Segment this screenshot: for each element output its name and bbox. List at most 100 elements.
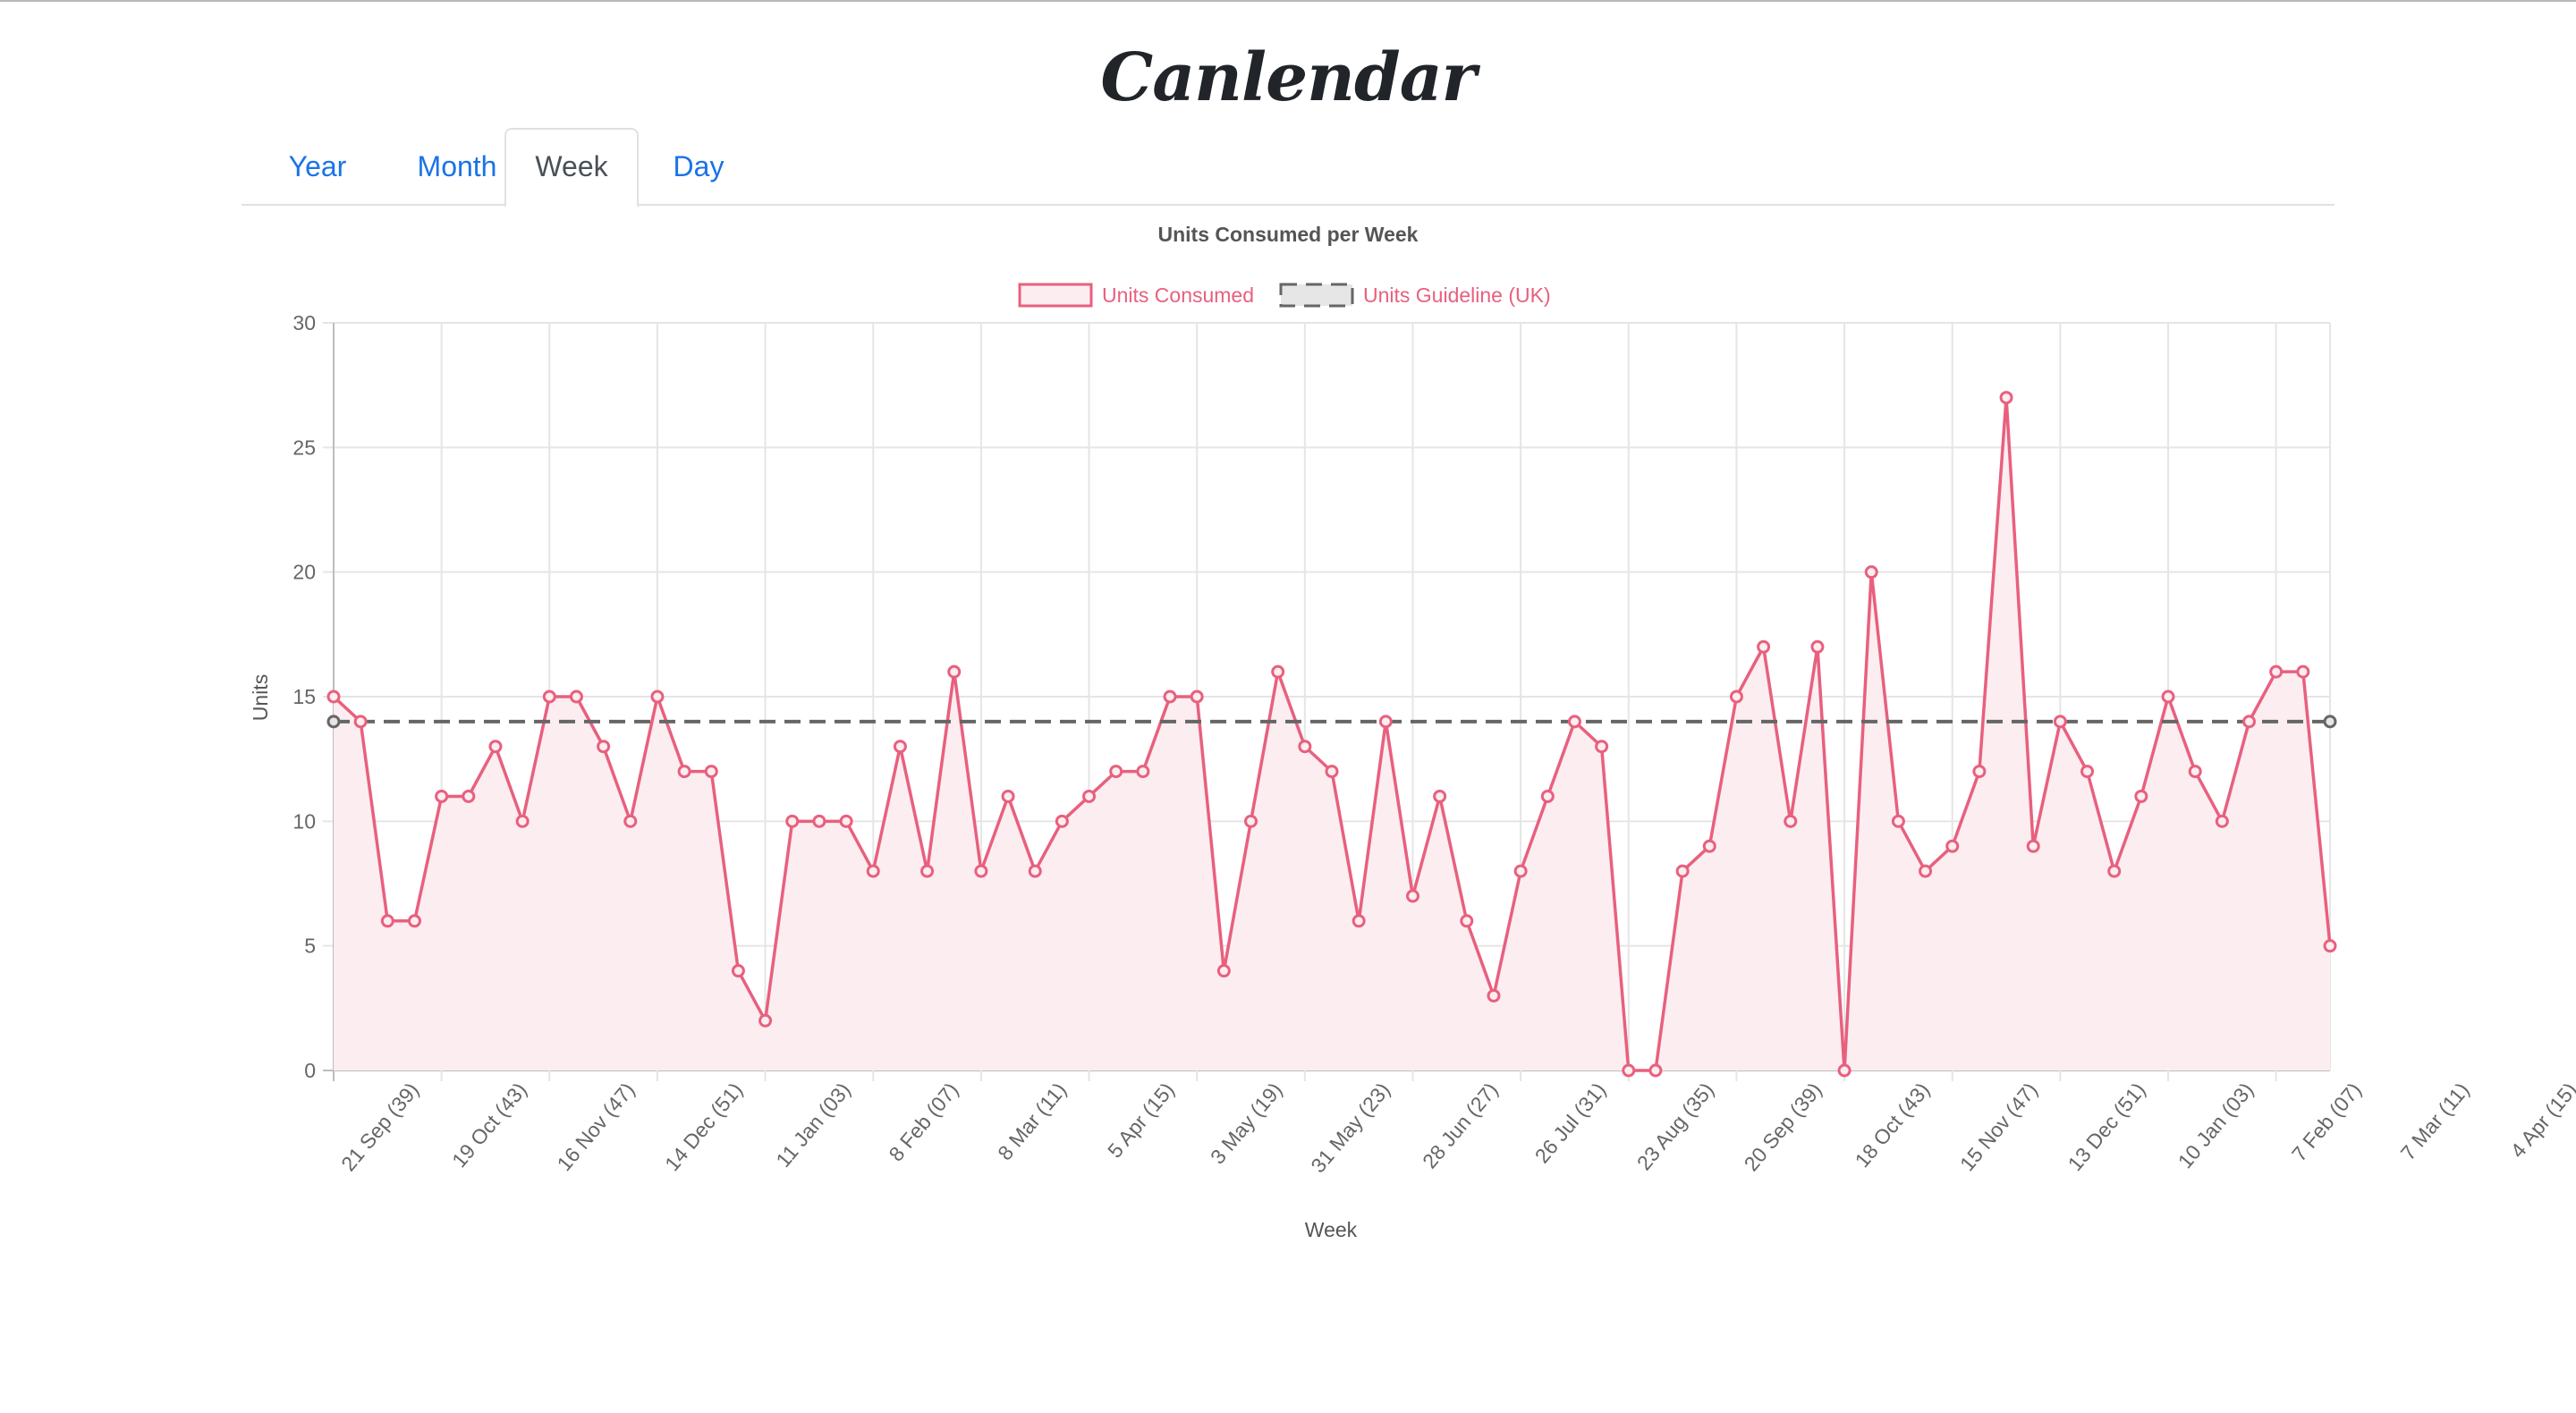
data-point [2107,864,2122,878]
data-point [2161,690,2175,704]
data-point [1540,789,1555,803]
data-point [1864,565,1878,580]
x-tick-label: 14 Dec (51) [660,1079,747,1176]
x-tick-label: 20 Sep (39) [1740,1079,1826,1176]
data-point [515,814,530,828]
x-tick-label: 31 May (23) [1306,1079,1394,1178]
data-point [623,814,638,828]
y-tick-label: 0 [304,1059,316,1082]
data-point [1891,814,1905,828]
data-point [1082,789,1097,803]
legend-item-units-guideline[interactable]: Units Guideline (UK) [1279,283,1551,308]
data-point [1595,740,1609,754]
app-title: Canlendar [1100,39,1476,116]
legend-swatch-units-consumed [1018,283,1093,308]
data-point [435,789,449,803]
tab-week[interactable]: Week [504,128,639,207]
data-point [1784,814,1798,828]
data-point [569,690,583,704]
data-point [974,864,988,878]
data-point [920,864,935,878]
y-tick-label: 10 [292,809,316,833]
y-tick-label: 20 [292,561,316,584]
data-point [1216,964,1231,978]
data-point [2215,814,2229,828]
x-tick-label: 8 Mar (11) [993,1079,1071,1165]
data-point [407,914,421,928]
data-point [1837,1063,1852,1078]
data-point [1271,664,1285,679]
x-tick-label: 28 Jun (27) [1418,1079,1503,1173]
x-tick-label: 7 Mar (11) [2396,1079,2474,1165]
x-tick-label: 5 Apr (15) [1103,1079,1179,1163]
x-tick-label: 23 Aug (35) [1632,1079,1718,1175]
data-point [2080,765,2095,779]
y-tick-label: 25 [292,436,316,459]
data-point [597,740,611,754]
data-point [1702,839,1716,853]
data-point [1136,765,1150,779]
data-point [1919,864,1933,878]
series-area-units-consumed [334,397,2330,1071]
legend-item-units-consumed[interactable]: Units Consumed [1018,283,1254,308]
data-point [1244,814,1258,828]
data-point [947,664,962,679]
data-point [2269,664,2284,679]
data-point [1757,639,1771,654]
data-point-guideline [2323,715,2337,729]
x-tick-label: 10 Jan (03) [2174,1079,2258,1173]
x-tick-label: 4 Apr (15) [2505,1079,2576,1163]
data-point [1729,690,1743,704]
data-point [542,690,556,704]
data-point [1325,765,1339,779]
legend-label-units-guideline: Units Guideline (UK) [1363,283,1551,307]
y-axis-label: Units [249,674,272,721]
data-point [839,814,853,828]
x-tick-label: 13 Dec (51) [2063,1079,2150,1176]
data-point [1190,690,1204,704]
legend: Units Consumed Units Guideline (UK) [1018,283,1551,308]
data-point [2323,939,2337,953]
data-point [2053,715,2067,729]
data-point [1460,914,1474,928]
data-point [2134,789,2148,803]
data-point [731,964,745,978]
data-point [353,715,368,729]
y-tick-label: 15 [292,685,316,708]
data-point [1001,789,1015,803]
x-tick-label: 18 Oct (43) [1851,1079,1935,1172]
data-point [677,765,691,779]
x-tick-label: 16 Nov (47) [552,1079,639,1176]
x-tick-label: 3 May (19) [1206,1079,1287,1169]
data-point [2188,765,2202,779]
data-point [1945,839,1960,853]
legend-label-units-consumed: Units Consumed [1102,283,1254,307]
x-tick-label: 8 Feb (07) [884,1079,962,1166]
data-point [1622,1063,1636,1078]
legend-swatch-units-guideline [1279,283,1354,308]
data-point [704,765,718,779]
data-point [1675,864,1690,878]
tab-month[interactable]: Month [417,150,497,182]
tab-day[interactable]: Day [673,150,724,182]
x-tick-label: 19 Oct (43) [447,1079,531,1172]
y-tick-label: 5 [304,935,316,958]
x-tick-label: 11 Jan (03) [771,1079,855,1172]
tab-year[interactable]: Year [288,150,347,182]
data-point [1405,889,1419,903]
view-tabs: Year Month Week Day [242,128,2334,207]
y-tick-label: 30 [292,311,316,334]
data-point [1972,765,1987,779]
data-point [1028,864,1042,878]
data-point [1999,391,2013,405]
data-point [462,789,476,803]
data-point [2026,839,2040,853]
top-border [0,0,2576,2]
x-axis-label: Week [1305,1218,1358,1241]
data-point [1487,988,1501,1003]
data-point [785,814,800,828]
data-point [1298,740,1312,754]
x-tick-label: 7 Feb (07) [2287,1079,2366,1166]
data-point [1109,765,1123,779]
data-point [380,914,394,928]
